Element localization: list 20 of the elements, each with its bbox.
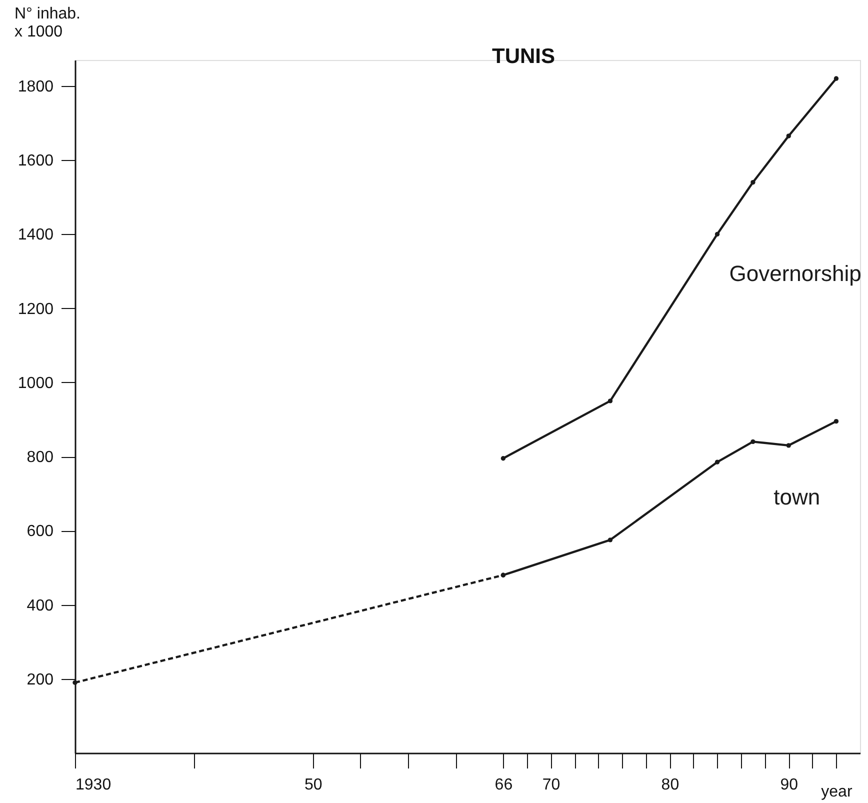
y-tick-label: 1400 (18, 226, 54, 244)
x-axis-title: year (821, 784, 853, 800)
y-tick-label: 1200 (18, 300, 54, 318)
y-tick-label: 400 (26, 597, 54, 614)
series-label: Governorship (729, 261, 862, 286)
y-tick-label: 1000 (18, 374, 54, 392)
x-tick-label: 66 (494, 776, 513, 794)
x-tick-label: 70 (542, 776, 560, 794)
series-label: town (774, 484, 820, 510)
y-axis-title: N° inhab. x 1000 (14, 6, 80, 40)
y-tick-label: 800 (26, 449, 54, 466)
x-tick-label: 80 (661, 776, 680, 794)
y-tick-label: 200 (26, 671, 54, 688)
y-tick-label: 1600 (18, 152, 54, 170)
x-tick-label: 90 (780, 776, 798, 794)
x-tick-label: 1930 (76, 776, 112, 794)
y-tick-label: 1800 (18, 78, 54, 96)
x-tick-label: 50 (304, 776, 322, 794)
y-tick-label: 600 (26, 523, 54, 540)
chart-title: TUNIS (492, 45, 555, 68)
